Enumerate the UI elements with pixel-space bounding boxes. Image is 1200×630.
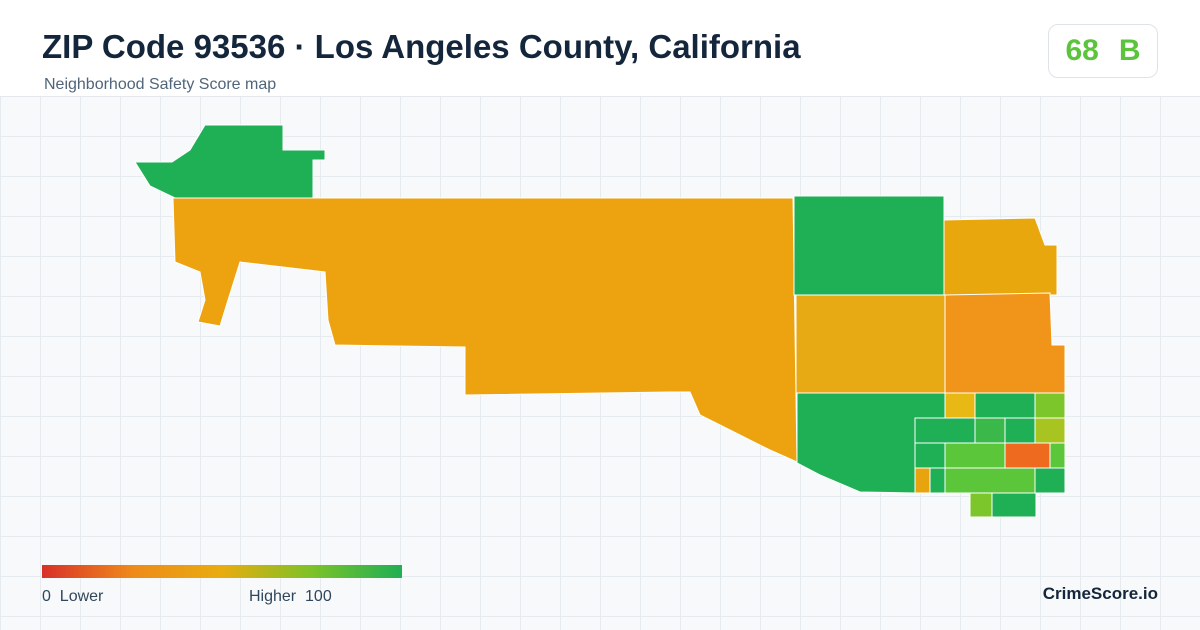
region [1034, 467, 1066, 494]
subtitle: Neighborhood Safety Score map [44, 76, 277, 93]
region [944, 467, 1036, 494]
region [944, 292, 1066, 394]
legend-min-value: 0 [42, 588, 51, 605]
legend-min-label: Lower [59, 588, 104, 605]
header: ZIP Code 93536 · Los Angeles County, Cal… [0, 0, 1200, 97]
region [974, 417, 1006, 444]
region [969, 492, 993, 518]
region [793, 195, 945, 296]
region [914, 417, 976, 444]
title: ZIP Code 93536 · Los Angeles County, Cal… [42, 28, 801, 65]
region [914, 467, 931, 494]
legend-max-value: 100 [305, 588, 332, 605]
region [795, 294, 946, 394]
region [929, 467, 946, 494]
region [134, 124, 326, 199]
region [1004, 442, 1051, 469]
legend-max-label: Higher [249, 588, 297, 605]
region [974, 392, 1036, 419]
score-grade: B [1118, 34, 1141, 67]
brand: CrimeScore.io [1042, 584, 1158, 603]
region [943, 217, 1058, 296]
region [944, 392, 976, 419]
region [991, 492, 1037, 518]
score-badge: 68 B [1048, 24, 1158, 78]
region [1034, 417, 1066, 444]
region [1049, 442, 1066, 469]
region [1034, 392, 1066, 419]
region [944, 442, 1006, 469]
region [914, 442, 946, 469]
legend-max: Higher 100 [249, 588, 332, 606]
legend-min: 0 Lower [42, 588, 103, 606]
region [172, 197, 798, 463]
region [1004, 417, 1036, 444]
score-value: 68 [1065, 34, 1099, 67]
legend-gradient [42, 565, 402, 578]
